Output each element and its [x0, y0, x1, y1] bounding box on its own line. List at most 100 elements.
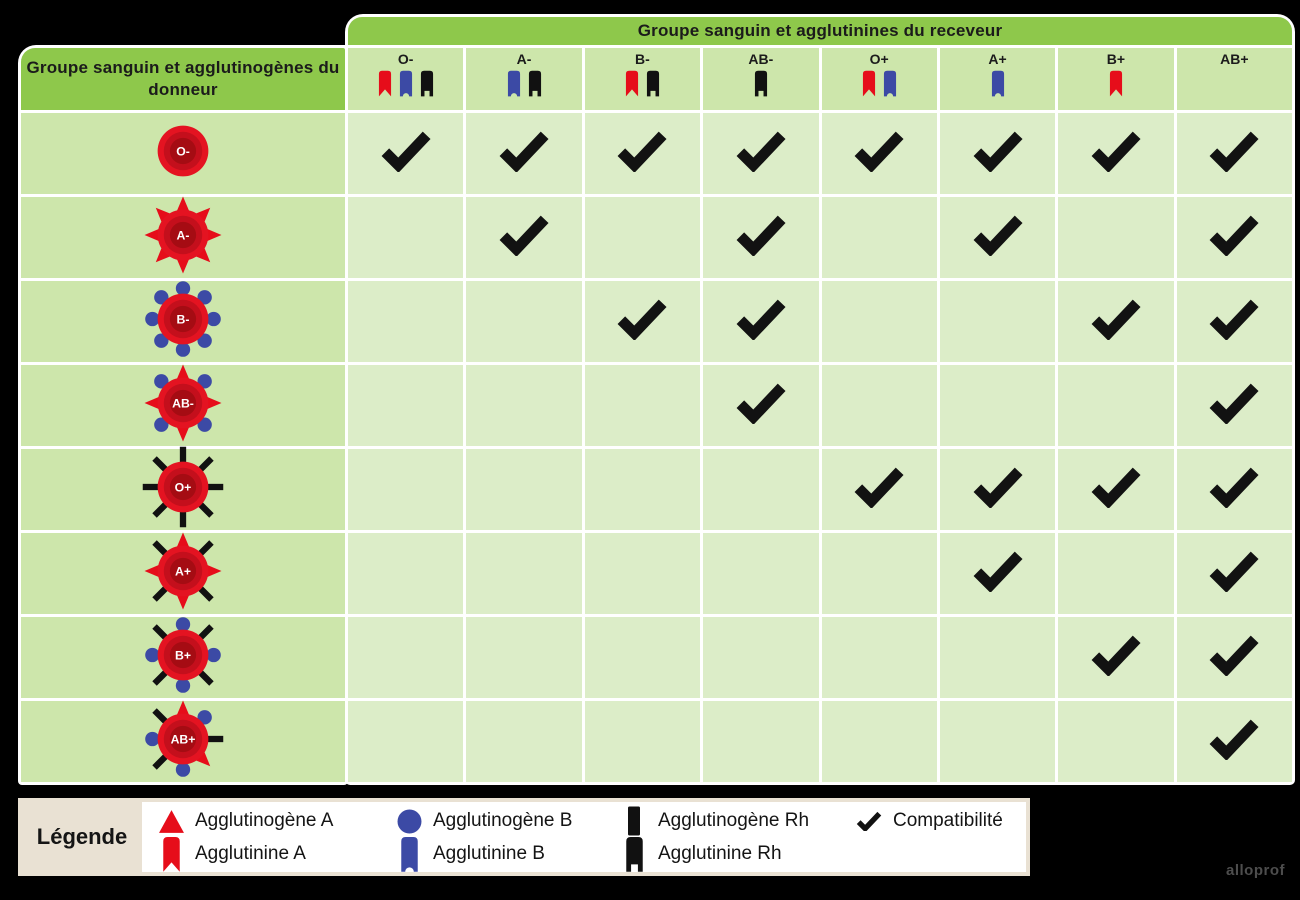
- receiver-agglutinins: [507, 70, 542, 102]
- check-icon: [1208, 130, 1260, 176]
- receiver-agglutinins: [754, 70, 768, 102]
- compatibility-cell-O+-to-O-: [348, 449, 464, 530]
- check-icon: [498, 130, 550, 176]
- receiver-label: B-: [635, 51, 650, 67]
- receiver-agglutinins: [991, 70, 1005, 102]
- compatibility-cell-B+-to-O-: [348, 617, 464, 698]
- check-icon: [616, 130, 668, 176]
- check-icon: [1208, 298, 1260, 344]
- compatibility-cell-B+-to-O+: [821, 617, 937, 698]
- compatibility-cell-AB--to-B+: [1058, 365, 1174, 446]
- blood-cell-icon-B+: B+: [141, 613, 225, 702]
- legend-item-label: Compatibilité: [893, 810, 1003, 831]
- compatibility-cell-A--to-A-: [466, 197, 582, 278]
- compatibility-cell-AB+-to-AB+: [1176, 701, 1292, 782]
- compatibility-cell-O+-to-A-: [466, 449, 582, 530]
- check-icon: [972, 466, 1024, 512]
- check-icon: [735, 214, 787, 260]
- legend-title: Légende: [36, 824, 128, 849]
- donor-header: Groupe sanguin et agglutinogènes du donn…: [21, 48, 345, 110]
- compatibility-cell-O+-to-AB+: [1176, 449, 1292, 530]
- receiver-header-cell-A+: A+: [939, 48, 1056, 110]
- svg-text:B-: B-: [177, 312, 190, 326]
- legend-item: Agglutinogène B: [394, 809, 619, 834]
- legend-item-label: Agglutinogène A: [195, 810, 334, 831]
- receiver-header-cell-B-: B-: [584, 48, 701, 110]
- compatibility-cell-O--to-A-: [466, 113, 582, 194]
- agglutinin-A-icon: [1109, 70, 1123, 102]
- agglutinin-Rh-icon: [754, 70, 768, 102]
- compatibility-cell-O+-to-O+: [821, 449, 937, 530]
- compatibility-cell-AB+-to-B+: [1058, 701, 1174, 782]
- blood-cell-icon-AB+: AB+: [141, 697, 225, 786]
- legend-item: Agglutinine B: [394, 836, 619, 873]
- compatibility-cell-B+-to-A+: [939, 617, 1056, 698]
- blood-cell-icon-O-: O-: [141, 109, 225, 198]
- check-icon: [854, 811, 884, 832]
- compatibility-cell-O--to-B+: [1058, 113, 1174, 194]
- svg-text:O+: O+: [175, 480, 192, 494]
- compatibility-cell-AB+-to-A+: [939, 701, 1056, 782]
- svg-text:AB-: AB-: [172, 396, 194, 410]
- check-icon: [1090, 298, 1142, 344]
- legend-item: Agglutinine Rh: [619, 836, 854, 873]
- compatibility-cell-AB--to-O+: [821, 365, 937, 446]
- compatibility-cell-B--to-O+: [821, 281, 937, 362]
- receiver-label: A+: [988, 51, 1007, 67]
- compatibility-cell-B--to-A-: [466, 281, 582, 362]
- blood-cell-icon-A-: A-: [141, 193, 225, 282]
- donor-cell-O+: O+: [21, 446, 345, 530]
- compatibility-cell-B+-to-B+: [1058, 617, 1174, 698]
- check-icon: [853, 466, 905, 512]
- blood-cell-icon-AB-: AB-: [141, 361, 225, 450]
- donor-rows: O- A- B- AB- O+ A+ B+ AB+: [21, 113, 345, 782]
- blood-cell-icon-B-: B-: [141, 277, 225, 366]
- donor-cell-AB+: AB+: [21, 700, 345, 782]
- check-icon: [735, 298, 787, 344]
- compatibility-cell-O--to-A+: [939, 113, 1056, 194]
- agglutinin-A-icon: [378, 70, 392, 102]
- svg-text:AB+: AB+: [171, 732, 196, 746]
- compatibility-grid: [348, 113, 1292, 782]
- compatibility-cell-AB--to-O-: [348, 365, 464, 446]
- compatibility-cell-AB--to-AB-: [703, 365, 819, 446]
- receiver-label: AB-: [748, 51, 774, 67]
- receiver-header-cell-O-: O-: [348, 48, 464, 110]
- donor-cell-B+: B+: [21, 617, 345, 698]
- receiver-header-cell-AB+: AB+: [1176, 48, 1292, 110]
- check-icon: [380, 130, 432, 176]
- svg-text:O-: O-: [176, 144, 190, 158]
- agglutinin-A-icon: [862, 70, 876, 102]
- compatibility-cell-B+-to-AB+: [1176, 617, 1292, 698]
- receiver-agglutinins: [862, 70, 897, 102]
- compatibility-cell-B--to-A+: [939, 281, 1056, 362]
- receiver-header-cell-O+: O+: [821, 48, 937, 110]
- check-icon: [972, 214, 1024, 260]
- agglutinin-Rh-icon: [646, 70, 660, 102]
- svg-text:A-: A-: [177, 228, 190, 242]
- compatibility-cell-O--to-O+: [821, 113, 937, 194]
- compatibility-cell-A+-to-A+: [939, 533, 1056, 614]
- check-icon: [1090, 634, 1142, 680]
- legend-item-label: Agglutinine A: [195, 843, 306, 865]
- compatibility-cell-AB+-to-B-: [584, 701, 701, 782]
- compatibility-cell-B--to-AB+: [1176, 281, 1292, 362]
- compatibility-cell-AB+-to-AB-: [703, 701, 819, 782]
- donor-cell-A-: A-: [21, 196, 345, 278]
- compatibility-cell-O--to-B-: [584, 113, 701, 194]
- compatibility-cell-B--to-AB-: [703, 281, 819, 362]
- agglutinin-Rh-icon: [528, 70, 542, 102]
- legend-item: Compatibilité: [854, 810, 1022, 832]
- agglutinogen-B-icon: [394, 809, 424, 834]
- check-icon: [735, 130, 787, 176]
- check-icon: [616, 298, 668, 344]
- receiver-header: Groupe sanguin et agglutinines du receve…: [348, 17, 1292, 45]
- compatibility-cell-AB+-to-O+: [821, 701, 937, 782]
- compatibility-cell-AB+-to-A-: [466, 701, 582, 782]
- check-icon: [1090, 466, 1142, 512]
- check-icon: [1208, 382, 1260, 428]
- agglutinin-B-icon: [883, 70, 897, 102]
- legend-item: Agglutinogène Rh: [619, 806, 854, 836]
- receiver-header-row: O- A- B- AB- O+ A+ B+ AB+: [348, 48, 1292, 110]
- compatibility-cell-B--to-B+: [1058, 281, 1174, 362]
